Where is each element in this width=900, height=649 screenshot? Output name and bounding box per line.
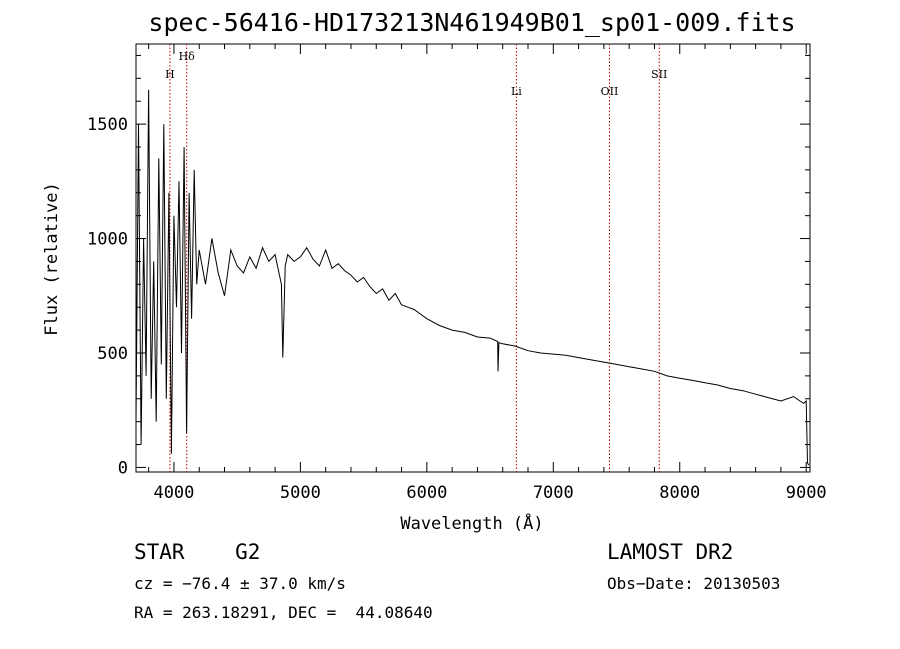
spectral-line-label: OII [601, 85, 619, 98]
spectral-line-label: SII [651, 68, 667, 81]
y-tick-label: 500 [97, 344, 128, 364]
y-axis-label: Flux (relative) [42, 182, 62, 336]
x-tick-label: 5000 [280, 483, 321, 503]
x-tick-label: 4000 [153, 483, 194, 503]
spectral-line-label: Hδ [179, 50, 196, 63]
x-tick-label: 9000 [786, 483, 827, 503]
survey-label: LAMOST DR2 [607, 540, 734, 564]
spectrum-series-line [135, 89, 810, 466]
plot-frame [135, 43, 811, 473]
y-tick-label: 1000 [87, 230, 128, 250]
spectral-line-label: Li [511, 85, 522, 98]
redshift-label: cz = −76.4 ± 37.0 km/s [134, 574, 346, 593]
axis-ticks: 4000 5000 6000 7000 8000 9000 0 500 1000 1500 [87, 44, 827, 503]
spectral-line-label: H [165, 68, 175, 81]
y-tick-label: 1500 [87, 115, 128, 135]
spectral-line-markers: H Hδ Li OII SII [165, 44, 667, 472]
object-type-label: STAR G2 [134, 540, 261, 564]
x-tick-label: 7000 [533, 483, 574, 503]
y-tick-label: 0 [118, 458, 128, 478]
x-tick-label: 6000 [406, 483, 447, 503]
x-axis-label: Wavelength (Å) [400, 512, 543, 534]
coordinates-label: RA = 263.18291, DEC = 44.08640 [134, 603, 433, 622]
chart-title: spec-56416-HD173213N461949B01_sp01-009.f… [148, 8, 795, 37]
x-tick-label: 8000 [659, 483, 700, 503]
obs-date-label: Obs−Date: 20130503 [607, 574, 781, 593]
